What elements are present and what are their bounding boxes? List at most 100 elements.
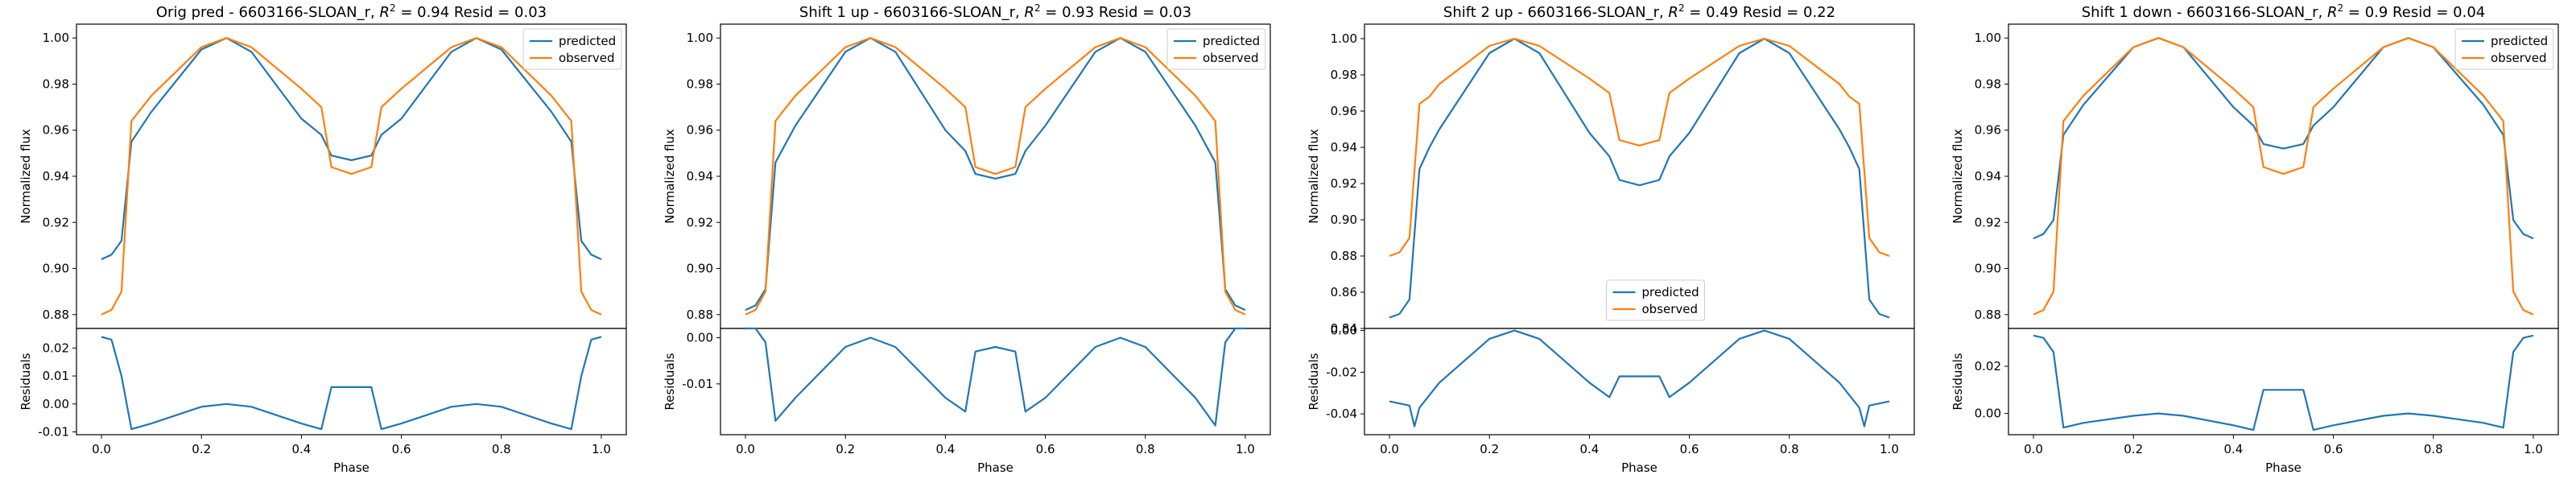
x-tick-label: 0.6 [1036, 442, 1055, 456]
title-superscript: 2 [1034, 2, 1041, 14]
y-tick-label: 1.00 [1975, 31, 2001, 45]
resid-y-axis-label: Residuals [1951, 353, 1965, 410]
resid-y-axis-label: Residuals [663, 353, 677, 410]
series-line-observed [101, 37, 602, 316]
x-tick-label: 0.2 [1480, 442, 1499, 456]
x-tick-label: 0.8 [2424, 442, 2443, 456]
legend-label-observed: observed [559, 51, 615, 65]
y-tick-label: 0.86 [1331, 285, 1357, 299]
x-tick-label: 1.0 [1236, 442, 1255, 456]
x-tick-label: 0.4 [291, 442, 311, 456]
series-line-predicted [1389, 37, 1890, 319]
series-line-predicted [101, 37, 602, 261]
title-prefix: Shift 1 down - 6603166-SLOAN_r, [2082, 4, 2327, 21]
main-axes-frame [2008, 23, 2559, 329]
x-tick-label: 0.6 [392, 442, 411, 456]
y-tick-label: 0.92 [1331, 176, 1357, 191]
y-tick-label: 0.90 [43, 262, 69, 276]
y-tick-label: 0.98 [1331, 68, 1357, 82]
title-r2-value: = 0.49 [1685, 4, 1739, 21]
x-tick-label: 0.4 [935, 442, 955, 456]
x-tick-label: 0.0 [1380, 442, 1399, 456]
y-tick-label: 0.96 [1975, 123, 2001, 138]
resid-y-tick-label: 0.00 [1975, 407, 2001, 421]
title-r-symbol: R [2327, 4, 2338, 21]
y-tick-label: 0.84 [1331, 321, 1357, 336]
x-axis-label: Phase [333, 460, 369, 475]
y-tick-label: 0.90 [1331, 213, 1357, 227]
legend: predicted observed [1606, 279, 1705, 321]
legend: predicted observed [2454, 28, 2554, 70]
panel-title: Orig pred - 6603166-SLOAN_r, R2 = 0.94 R… [156, 2, 547, 21]
y-tick-label: 0.88 [1975, 308, 2001, 322]
y-tick-label: 0.94 [1975, 169, 2001, 184]
panel-title: Shift 1 up - 6603166-SLOAN_r, R2 = 0.93 … [799, 2, 1191, 21]
title-resid: Resid = 0.04 [2388, 4, 2485, 21]
x-tick-label: 0.4 [2223, 442, 2243, 456]
residual-axes-frame [720, 328, 1271, 436]
y-tick-label: 0.92 [43, 215, 69, 229]
legend-label-predicted: predicted [2491, 34, 2548, 48]
y-tick-label: 0.90 [687, 262, 713, 276]
x-tick-label: 0.0 [92, 442, 111, 456]
resid-y-tick-label: 0.00 [1331, 324, 1357, 338]
resid-y-tick-label: 0.00 [43, 397, 69, 411]
title-resid: Resid = 0.22 [1738, 4, 1835, 21]
series-line-observed [1389, 37, 1890, 258]
y-tick-label: 0.98 [1975, 76, 2001, 91]
y-tick-label: 0.94 [43, 169, 69, 184]
x-tick-label: 0.0 [736, 442, 755, 456]
main-axes-frame [720, 23, 1271, 329]
y-tick-label: 0.96 [687, 123, 713, 138]
series-line-predicted [2033, 37, 2534, 240]
y-tick-label: 0.94 [687, 169, 713, 184]
legend-label-observed: observed [1642, 302, 1699, 316]
title-r2-value: = 0.9 [2343, 4, 2388, 21]
title-resid: Resid = 0.03 [449, 4, 547, 21]
residual-axes-frame [2008, 328, 2559, 436]
panel-title: Shift 2 up - 6603166-SLOAN_r, R2 = 0.49 … [1443, 2, 1835, 21]
residual-axes-frame [76, 328, 627, 436]
resid-y-tick-label: -0.01 [682, 377, 713, 391]
x-axis-label: Phase [977, 460, 1013, 475]
legend-box [1606, 279, 1705, 321]
series-line-predicted [745, 37, 1246, 312]
x-tick-label: 0.0 [2024, 442, 2043, 456]
legend-label-predicted: predicted [1203, 34, 1260, 48]
title-r2-value: = 0.94 [396, 4, 450, 21]
y-tick-label: 0.92 [687, 215, 713, 229]
y-tick-label: 0.98 [687, 76, 713, 91]
y-tick-label: 0.88 [43, 308, 69, 322]
y-tick-label: 0.88 [687, 308, 713, 322]
x-axis-label: Phase [2265, 460, 2301, 475]
title-superscript: 2 [390, 2, 396, 14]
resid-y-tick-label: -0.01 [38, 425, 69, 440]
title-superscript: 2 [1678, 2, 1685, 14]
title-r-symbol: R [1024, 4, 1034, 21]
y-tick-label: 0.96 [1331, 104, 1357, 118]
title-prefix: Orig pred - 6603166-SLOAN_r, [156, 4, 380, 21]
resid-y-tick-label: 0.01 [43, 369, 69, 383]
y-tick-label: 0.98 [43, 76, 69, 91]
x-tick-label: 1.0 [2524, 442, 2543, 456]
x-tick-label: 0.2 [2124, 442, 2143, 456]
panel-4: Shift 1 down - 6603166-SLOAN_r, R2 = 0.9… [1951, 2, 2559, 475]
resid-y-axis-label: Residuals [1307, 353, 1321, 410]
legend-box [2454, 28, 2554, 70]
x-tick-label: 0.6 [1680, 442, 1699, 456]
x-tick-label: 0.2 [836, 442, 855, 456]
resid-y-tick-label: 0.00 [687, 330, 713, 345]
panel-2: Shift 1 up - 6603166-SLOAN_r, R2 = 0.93 … [663, 2, 1271, 475]
residual-line [101, 336, 602, 431]
title-superscript: 2 [2338, 2, 2344, 14]
x-tick-label: 0.6 [2324, 442, 2343, 456]
x-tick-label: 1.0 [592, 442, 611, 456]
legend: predicted observed [522, 28, 622, 70]
title-prefix: Shift 2 up - 6603166-SLOAN_r, [1443, 4, 1669, 21]
resid-y-tick-label: -0.04 [1326, 407, 1357, 421]
residual-line [1389, 329, 1890, 427]
resid-y-axis-label: Residuals [19, 353, 33, 410]
x-tick-label: 0.8 [1136, 442, 1155, 456]
y-tick-label: 0.92 [1975, 215, 2001, 229]
